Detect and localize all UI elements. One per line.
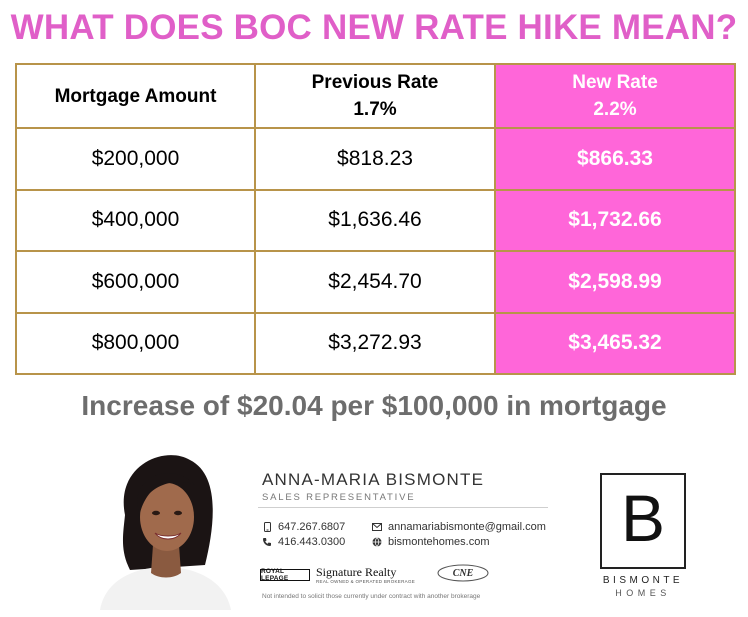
agent-title: SALES REPRESENTATIVE [262, 492, 416, 503]
header-previous-rate: Previous Rate 1.7% [254, 63, 496, 129]
increase-summary: Increase of $20.04 per $100,000 in mortg… [81, 390, 667, 421]
cell-amount: $200,000 [15, 127, 256, 191]
new-rate-value: 2.2% [593, 99, 637, 120]
phone-number: 416.443.0300 [278, 536, 346, 548]
contact-website[interactable]: bismontehomes.com [372, 536, 490, 548]
table-row: $600,000 $2,454.70 $2,598.99 [15, 250, 736, 314]
table-header-row: Mortgage Amount Previous Rate 1.7% New R… [15, 63, 736, 129]
mobile-number: 647.267.6807 [278, 521, 346, 533]
email-address: annamariabismonte@gmail.com [388, 521, 546, 533]
cell-new-payment: $1,732.66 [494, 188, 736, 252]
disclaimer: Not intended to solicit those currently … [262, 593, 481, 600]
new-rate-label: New Rate [572, 72, 658, 93]
cell-amount: $800,000 [15, 311, 256, 375]
phone-icon [262, 537, 272, 547]
cell-amount: $600,000 [15, 250, 256, 314]
signature-realty-logo: Signature Realty [316, 565, 397, 579]
contact-phone[interactable]: 416.443.0300 [262, 536, 345, 548]
bismonte-homes-logo: B [600, 473, 686, 569]
cell-new-payment: $3,465.32 [494, 311, 736, 375]
header-new-rate: New Rate 2.2% [494, 63, 736, 129]
table-row: $400,000 $1,636.46 $1,732.66 [15, 188, 736, 252]
royal-lepage-logo: ROYAL LEPAGE [260, 568, 310, 582]
cell-new-payment: $2,598.99 [494, 250, 736, 314]
mobile-phone-icon [262, 522, 272, 532]
contact-email[interactable]: annamariabismonte@gmail.com [372, 521, 546, 533]
svg-text:CNE: CNE [453, 568, 474, 579]
signature-realty-subtitle: REAL OWNED & OPERATED BROKERAGE [316, 579, 416, 584]
cell-amount: $400,000 [15, 188, 256, 252]
divider [258, 507, 548, 508]
rate-table: Mortgage Amount Previous Rate 1.7% New R… [15, 63, 736, 375]
cell-previous-payment: $818.23 [254, 127, 496, 191]
contact-mobile[interactable]: 647.267.6807 [262, 521, 345, 533]
agent-photo [100, 455, 231, 610]
cell-previous-payment: $3,272.93 [254, 311, 496, 375]
cell-previous-payment: $2,454.70 [254, 250, 496, 314]
previous-rate-label: Previous Rate [311, 72, 439, 93]
logo-letter: B [620, 481, 666, 555]
envelope-icon [372, 522, 382, 532]
website-url: bismontehomes.com [388, 536, 490, 548]
previous-rate-value: 1.7% [353, 99, 397, 120]
logo-name-line1: BISMONTE [602, 575, 684, 586]
page-title: WHAT DOES BOC NEW RATE HIKE MEAN? [10, 8, 738, 47]
header-mortgage-amount: Mortgage Amount [15, 63, 256, 129]
globe-icon [372, 537, 382, 547]
agent-name: ANNA-MARIA BISMONTE [262, 470, 485, 489]
cell-new-payment: $866.33 [494, 127, 736, 191]
cne-logo: CNE [437, 564, 489, 582]
table-row: $200,000 $818.23 $866.33 [15, 127, 736, 191]
cell-previous-payment: $1,636.46 [254, 188, 496, 252]
logo-name-line2: HOMES [615, 588, 671, 598]
table-row: $800,000 $3,272.93 $3,465.32 [15, 311, 736, 375]
